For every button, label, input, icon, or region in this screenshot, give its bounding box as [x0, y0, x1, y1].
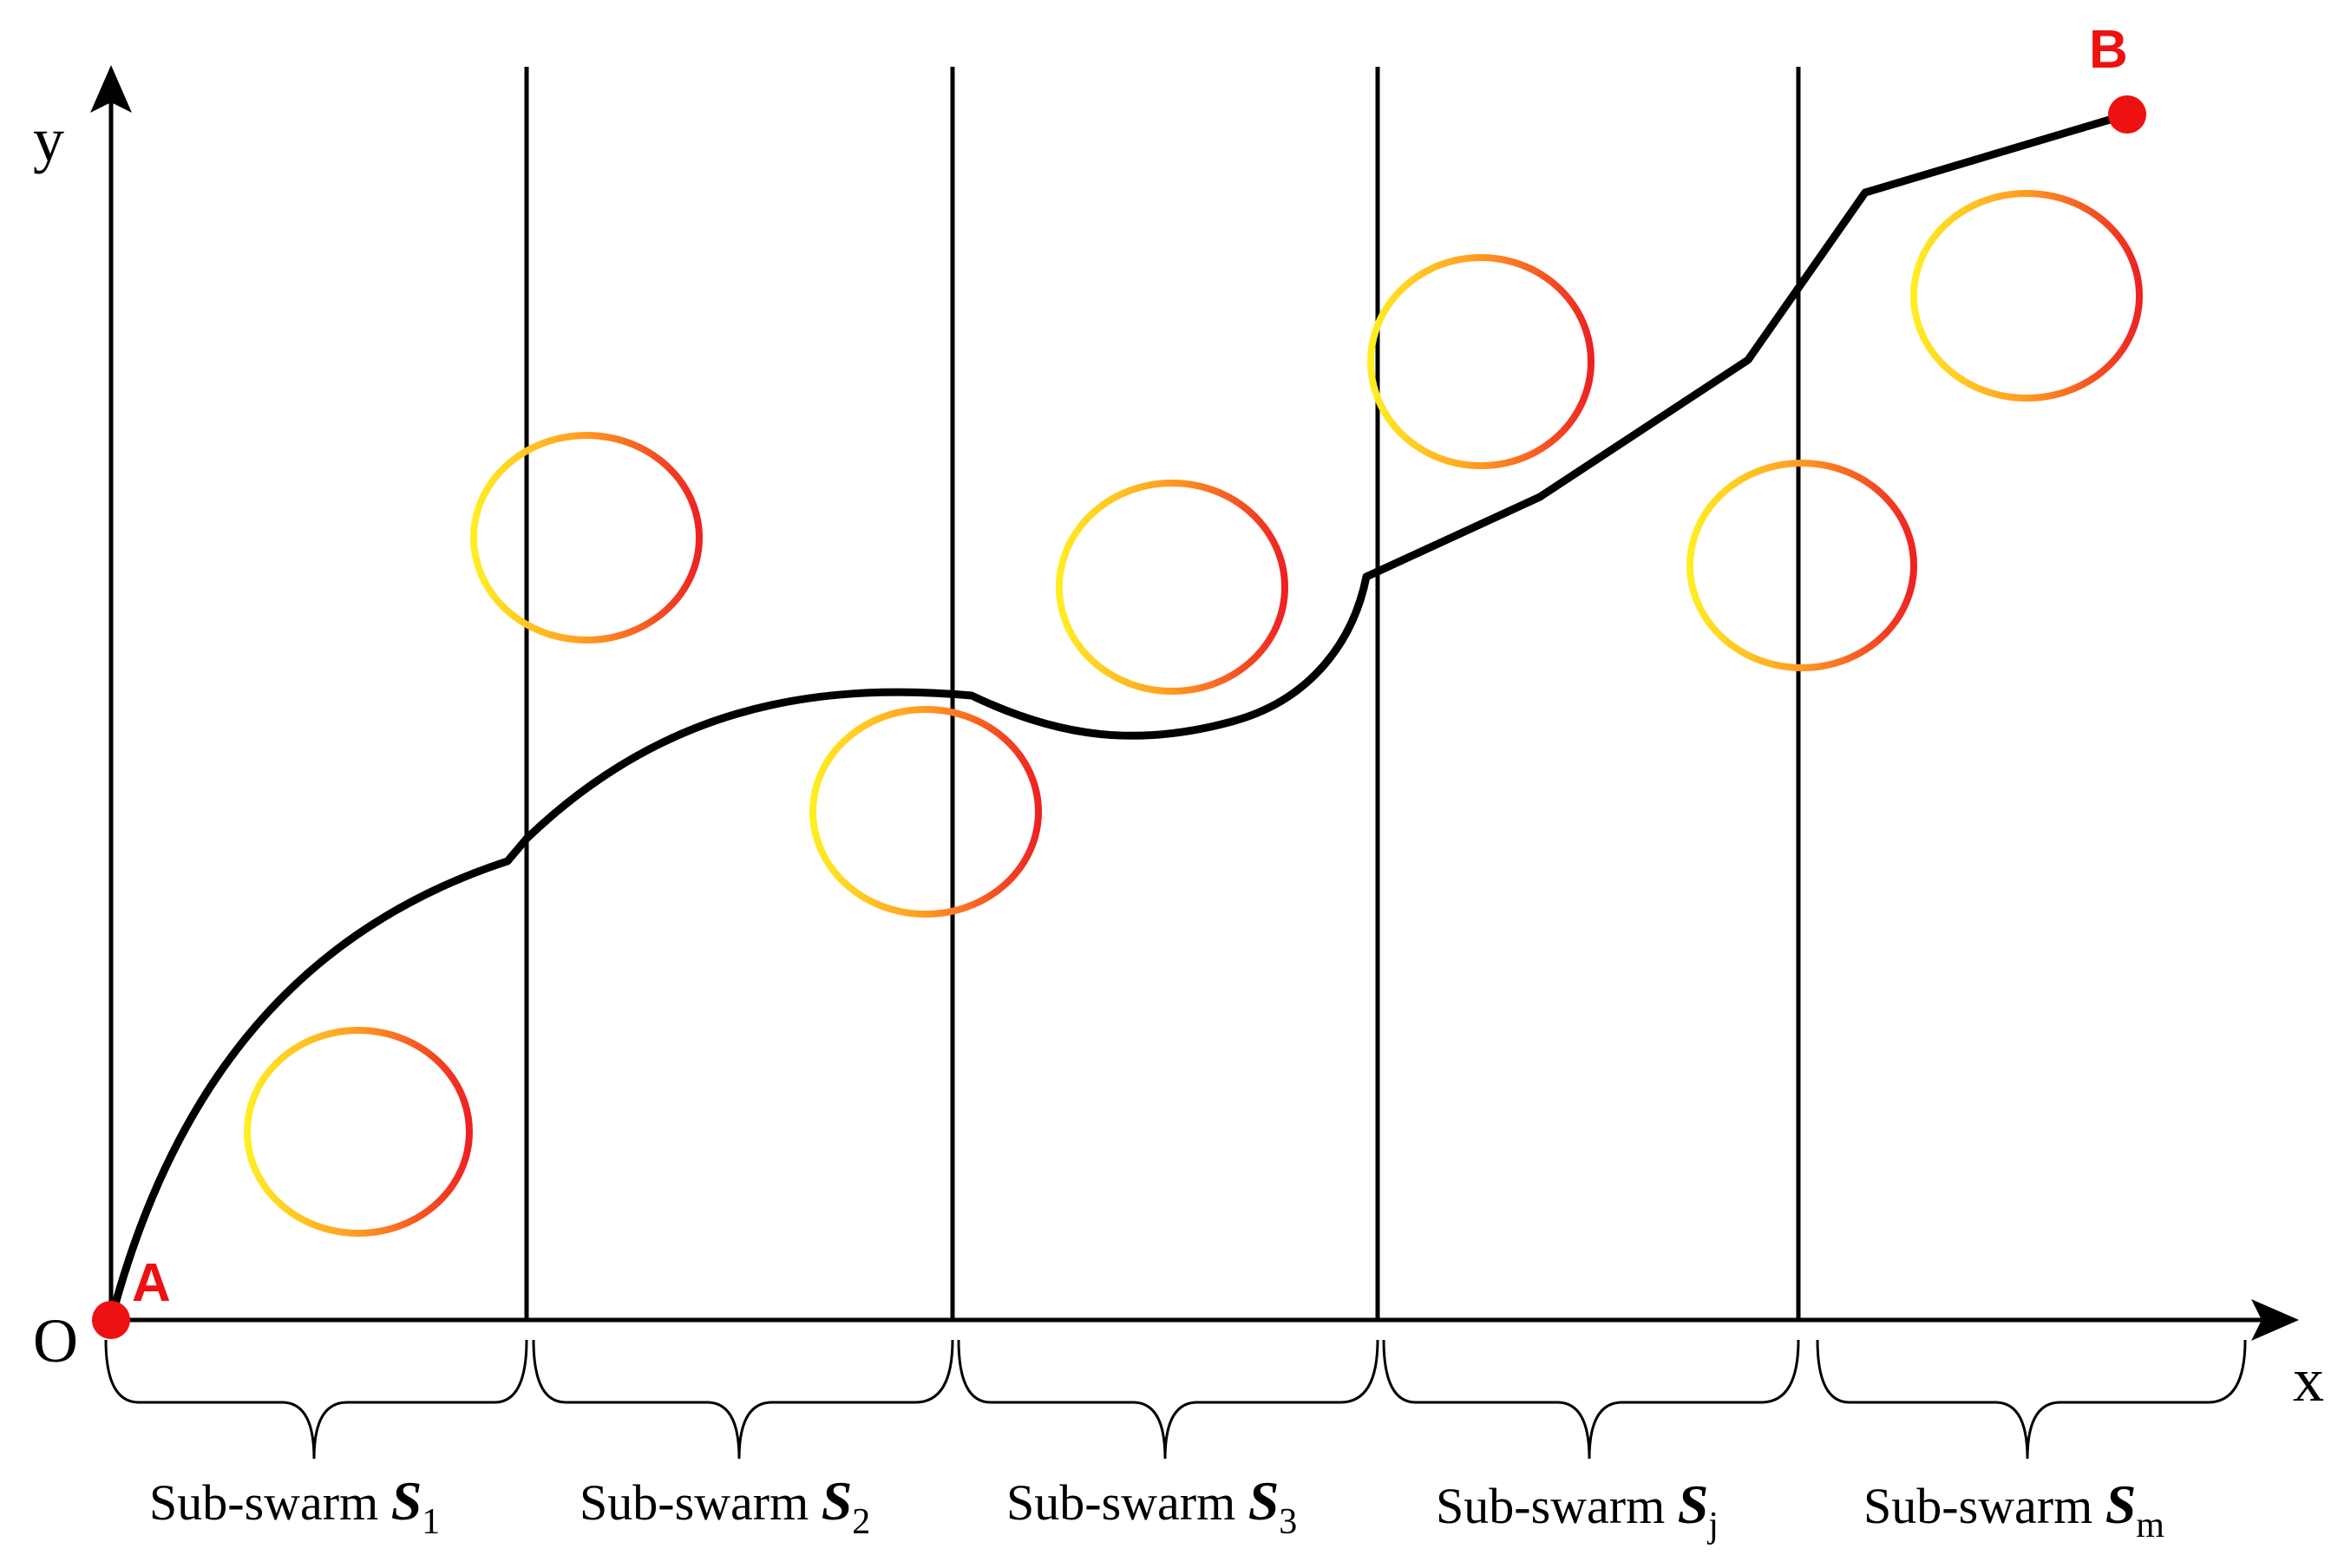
end-point — [2108, 95, 2146, 134]
obstacle-ring — [1686, 460, 1917, 671]
path-curve — [107, 110, 2132, 1324]
obstacle-ring — [470, 432, 703, 644]
x-axis-arrowhead — [2251, 1299, 2299, 1341]
brace-2 — [532, 1339, 954, 1460]
obstacles — [244, 190, 2143, 1237]
braces — [104, 1339, 2247, 1460]
end-point-label: B — [2089, 20, 2128, 80]
brace-1 — [104, 1339, 528, 1460]
brace-4 — [1382, 1339, 1800, 1460]
swarm-label: Sub-swarm Sj — [1436, 1473, 1719, 1545]
start-point-label: A — [132, 1253, 171, 1313]
x-axis-label: x — [2293, 1345, 2324, 1414]
brace-5 — [1816, 1339, 2247, 1460]
origin-label: O — [33, 1306, 78, 1375]
y-axis-arrowhead — [90, 65, 132, 113]
obstacle-ring — [1367, 254, 1595, 469]
start-point — [92, 1301, 130, 1339]
swarm-label: Sub-swarm S3 — [1006, 1470, 1297, 1542]
obstacle-ring — [809, 706, 1042, 918]
obstacle-ring — [1056, 480, 1288, 695]
obstacle-ring — [244, 1027, 473, 1237]
y-axis-label: y — [33, 105, 64, 174]
swarm-labels: Sub-swarm S1 Sub-swarm S2 Sub-swarm S3 S… — [149, 1470, 2164, 1545]
brace-3 — [957, 1339, 1379, 1460]
swarm-label: Sub-swarm Sm — [1863, 1473, 2164, 1545]
swarm-label: Sub-swarm S1 — [149, 1470, 440, 1542]
obstacle-ring — [1910, 190, 2143, 402]
axes — [90, 65, 2299, 1341]
swarm-label: Sub-swarm S2 — [580, 1470, 870, 1542]
